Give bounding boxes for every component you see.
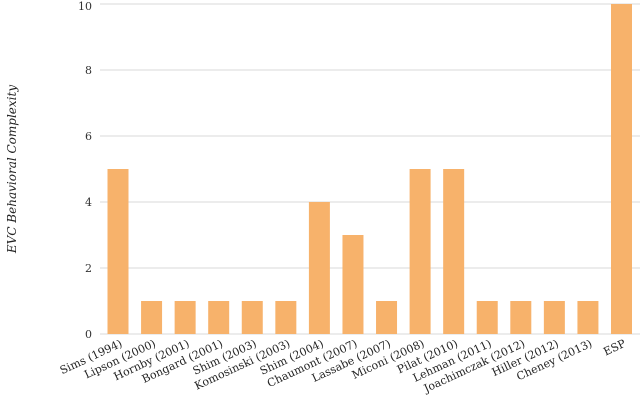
y-axis-ticks: 0 2 4 6 8 10	[78, 0, 92, 341]
y-tick-label: 0	[85, 328, 92, 341]
y-tick-label: 2	[85, 262, 92, 275]
gridlines	[100, 3, 640, 335]
x-category-label: ESP	[601, 337, 628, 359]
bar-9	[409, 169, 431, 334]
bar-15	[611, 4, 632, 334]
y-axis-label: EVC Behavioral Complexity	[5, 85, 19, 254]
bar-0	[107, 169, 129, 334]
bar-5	[275, 301, 297, 334]
bars	[107, 4, 632, 334]
bar-3	[208, 301, 230, 334]
y-tick-label: 8	[85, 64, 92, 77]
bar-10	[443, 169, 465, 334]
y-tick-label: 10	[78, 0, 92, 13]
bar-7	[342, 235, 364, 334]
bar-14	[577, 301, 599, 334]
bar-12	[510, 301, 532, 334]
bar-13	[543, 301, 565, 334]
bar-1	[141, 301, 163, 334]
bar-11	[476, 301, 498, 334]
bar-2	[174, 301, 196, 334]
y-tick-label: 6	[85, 130, 92, 143]
x-axis-labels: Sims (1994)Lipson (2000)Hornby (2001)Bon…	[58, 337, 628, 396]
y-tick-label: 4	[85, 196, 92, 209]
bar-4	[241, 301, 263, 334]
bar-6	[308, 202, 330, 334]
bar-8	[376, 301, 398, 334]
